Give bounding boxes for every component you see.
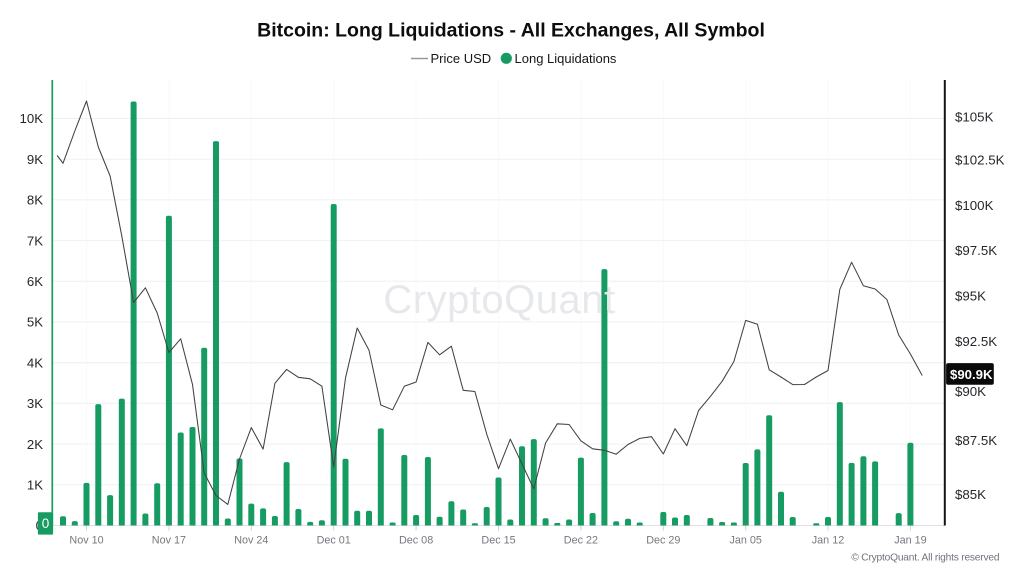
svg-text:3K: 3K [27,396,43,411]
svg-text:7K: 7K [27,233,43,248]
svg-text:Price USD: Price USD [431,51,492,66]
svg-text:Jan 05: Jan 05 [729,535,761,547]
svg-text:9K: 9K [27,152,43,167]
svg-text:$87.5K: $87.5K [955,433,997,448]
svg-text:8K: 8K [27,193,43,208]
svg-text:Nov 10: Nov 10 [69,535,103,547]
svg-text:Dec 01: Dec 01 [317,535,351,547]
svg-text:$90.9K: $90.9K [950,367,993,382]
svg-text:CryptoQuant: CryptoQuant [383,278,615,322]
svg-text:Nov 17: Nov 17 [152,535,186,547]
svg-text:© CryptoQuant. All rights rese: © CryptoQuant. All rights reserved [851,553,999,564]
svg-text:$97.5K: $97.5K [955,243,997,258]
svg-text:$102.5K: $102.5K [955,153,1005,168]
svg-text:$95K: $95K [955,288,986,303]
svg-text:Dec 15: Dec 15 [481,535,515,547]
svg-text:Nov 24: Nov 24 [234,535,268,547]
svg-text:Jan 19: Jan 19 [894,535,926,547]
svg-text:Dec 08: Dec 08 [399,535,433,547]
svg-text:Dec 22: Dec 22 [564,535,598,547]
svg-text:$90K: $90K [955,384,986,399]
svg-text:Dec 29: Dec 29 [646,535,680,547]
svg-text:$92.5K: $92.5K [955,334,997,349]
svg-text:5K: 5K [27,315,43,330]
svg-text:$100K: $100K [955,198,994,213]
svg-text:Long Liquidations: Long Liquidations [515,51,617,66]
svg-text:$105K: $105K [955,109,994,124]
svg-text:1K: 1K [27,478,43,493]
svg-text:$85K: $85K [955,487,986,502]
svg-text:4K: 4K [27,355,43,370]
svg-text:Jan 12: Jan 12 [812,535,844,547]
svg-text:0: 0 [42,516,50,531]
svg-text:6K: 6K [27,274,43,289]
svg-text:2K: 2K [27,437,43,452]
svg-text:10K: 10K [20,111,44,126]
svg-text:Bitcoin: Long Liquidations - A: Bitcoin: Long Liquidations - All Exchang… [257,20,765,42]
